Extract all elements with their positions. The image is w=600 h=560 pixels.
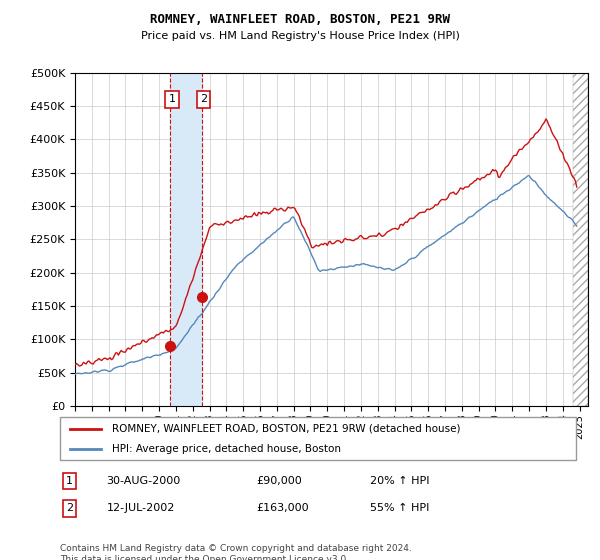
Text: 2: 2: [66, 503, 73, 514]
Text: 30-AUG-2000: 30-AUG-2000: [106, 476, 181, 486]
Text: £90,000: £90,000: [256, 476, 302, 486]
Text: ROMNEY, WAINFLEET ROAD, BOSTON, PE21 9RW: ROMNEY, WAINFLEET ROAD, BOSTON, PE21 9RW: [150, 13, 450, 26]
Text: ROMNEY, WAINFLEET ROAD, BOSTON, PE21 9RW (detached house): ROMNEY, WAINFLEET ROAD, BOSTON, PE21 9RW…: [112, 424, 460, 434]
Text: Price paid vs. HM Land Registry's House Price Index (HPI): Price paid vs. HM Land Registry's House …: [140, 31, 460, 41]
Text: 1: 1: [169, 95, 175, 105]
Bar: [170, 73, 202, 406]
Text: 20% ↑ HPI: 20% ↑ HPI: [370, 476, 429, 486]
Text: 55% ↑ HPI: 55% ↑ HPI: [370, 503, 429, 514]
Text: HPI: Average price, detached house, Boston: HPI: Average price, detached house, Bost…: [112, 445, 341, 454]
Text: 2: 2: [200, 95, 207, 105]
Text: 12-JUL-2002: 12-JUL-2002: [106, 503, 175, 514]
Text: 1: 1: [66, 476, 73, 486]
Bar: [572, 73, 588, 406]
Text: Contains HM Land Registry data © Crown copyright and database right 2024.
This d: Contains HM Land Registry data © Crown c…: [60, 544, 412, 560]
FancyBboxPatch shape: [60, 417, 576, 460]
Text: £163,000: £163,000: [256, 503, 309, 514]
